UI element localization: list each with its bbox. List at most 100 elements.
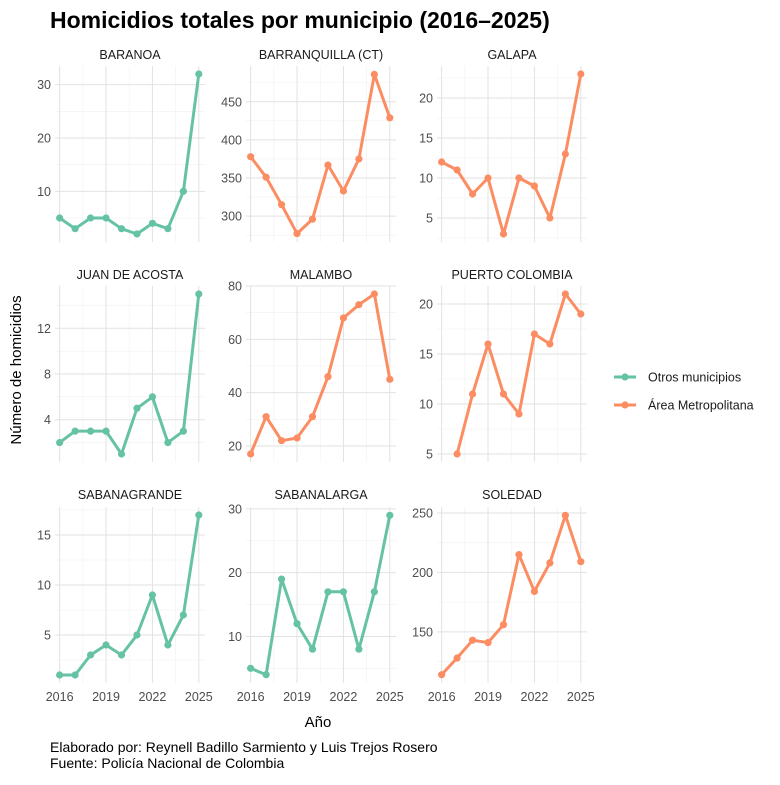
data-point: [484, 340, 492, 348]
data-point: [530, 182, 539, 190]
series-line: [249, 72, 392, 236]
data-point: [164, 225, 172, 233]
data-point: [561, 511, 569, 519]
data-point: [355, 301, 363, 309]
y-tick-label: 450: [221, 95, 242, 109]
data-point: [308, 413, 317, 421]
data-point: [515, 174, 523, 182]
data-point: [293, 620, 301, 628]
facet-panels: BARANOA 10 20 30 BARRANQUILLA (CT) 300 350 400 4…: [37, 48, 595, 704]
x-tick-label: 2016: [237, 690, 265, 704]
data-point: [370, 70, 378, 78]
data-point: [386, 511, 394, 519]
x-tick-label: 2016: [46, 690, 74, 704]
data-point: [164, 438, 172, 447]
panel-sabanalarga: SABANALARGA 10 20 30 2016 2019 2022 2025: [228, 488, 404, 704]
panel-strip-title: SOLEDAD: [482, 488, 542, 502]
y-tick-label: 80: [228, 280, 242, 294]
series-line: [58, 292, 201, 456]
data-point: [484, 638, 492, 647]
y-tick-label: 15: [419, 348, 433, 362]
y-tick-label: 10: [228, 630, 242, 644]
legend-item-otros: Otros municipios: [614, 371, 741, 385]
data-point: [339, 314, 348, 322]
data-point: [561, 290, 569, 298]
y-tick-label: 8: [44, 368, 51, 382]
y-tick-label: 20: [228, 440, 242, 454]
y-tick-label: 5: [426, 212, 433, 226]
x-tick-label: 2016: [428, 690, 456, 704]
y-tick-label: 5: [426, 448, 433, 462]
x-tick-label: 2022: [330, 690, 358, 704]
data-point: [530, 330, 539, 338]
data-point: [86, 651, 95, 659]
y-tick-label: 30: [37, 78, 51, 92]
y-tick-label: 400: [221, 133, 242, 147]
x-tick-label: 2025: [185, 690, 213, 704]
data-point: [262, 671, 270, 679]
data-point: [453, 166, 461, 174]
data-point: [386, 375, 394, 383]
data-point: [133, 404, 141, 412]
y-tick-label: 300: [221, 210, 242, 224]
data-point: [370, 290, 378, 298]
data-point: [56, 214, 64, 222]
data-point: [71, 671, 79, 679]
panel-strip-title: SABANAGRANDE: [78, 488, 182, 502]
data-point: [453, 654, 461, 662]
y-tick-label: 20: [419, 298, 433, 312]
x-tick-label: 2025: [567, 690, 595, 704]
data-point: [247, 664, 255, 672]
data-point: [56, 671, 64, 679]
y-tick-label: 4: [44, 413, 51, 427]
chart-title: Homicidios totales por municipio (2016–2…: [50, 7, 550, 33]
series-line: [440, 513, 583, 677]
x-tick-label: 2025: [376, 690, 404, 704]
panel-sabanagrande: SABANAGRANDE 5 10 15 2016 2019 2022 2025: [37, 488, 213, 704]
data-point: [262, 413, 270, 421]
panel-strip-title: MALAMBO: [290, 268, 353, 282]
data-point: [102, 427, 110, 435]
data-point: [577, 558, 585, 566]
data-point: [438, 158, 446, 166]
data-point: [438, 671, 446, 679]
data-point: [561, 150, 569, 158]
data-point: [117, 450, 126, 458]
data-point: [499, 390, 508, 398]
data-point: [86, 427, 95, 435]
y-tick-label: 20: [37, 132, 51, 146]
y-tick-label: 10: [37, 185, 51, 199]
y-tick-label: 10: [419, 172, 433, 186]
data-point: [546, 559, 554, 567]
series-line: [440, 72, 583, 236]
data-point: [515, 410, 523, 418]
data-point: [546, 214, 554, 222]
x-tick-label: 2019: [283, 690, 311, 704]
data-point: [453, 450, 461, 458]
data-point: [499, 621, 508, 629]
data-point: [102, 214, 110, 222]
panel-soledad: SOLEDAD 150 200 250 2016 2019 2022 2025: [412, 488, 595, 704]
data-point: [247, 450, 255, 458]
panel-malambo: MALAMBO 20 40 60 80: [228, 268, 396, 462]
data-point: [484, 174, 492, 182]
data-point: [515, 550, 523, 559]
data-point: [293, 434, 301, 442]
series-line: [58, 513, 201, 677]
y-tick-label: 150: [412, 625, 433, 639]
data-point: [468, 190, 477, 198]
data-point: [308, 215, 317, 223]
data-point: [148, 393, 157, 401]
y-tick-label: 40: [228, 386, 242, 400]
series-line: [249, 292, 392, 456]
y-tick-label: 30: [228, 502, 242, 516]
data-point: [179, 187, 187, 195]
x-tick-label: 2019: [92, 690, 120, 704]
y-axis-title: Número de homicidios: [8, 295, 25, 444]
data-point: [324, 588, 332, 596]
data-point: [71, 427, 79, 435]
data-point: [339, 187, 348, 195]
data-point: [277, 437, 286, 445]
data-point: [195, 70, 203, 78]
